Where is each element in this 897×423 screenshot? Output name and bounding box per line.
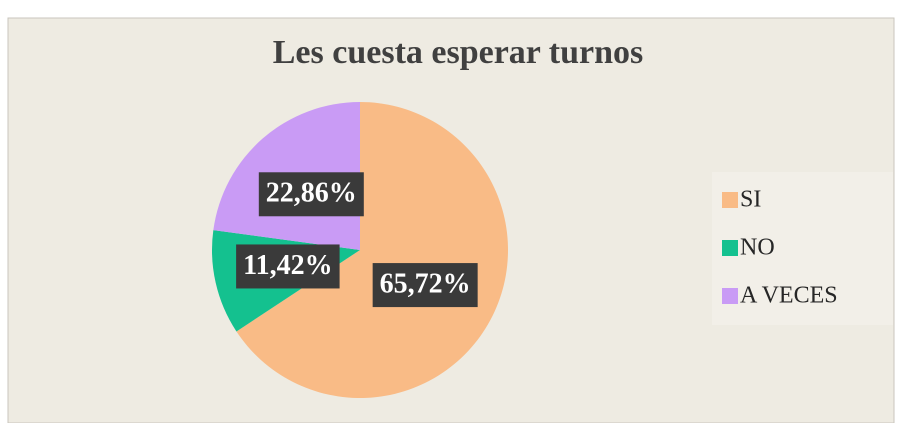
legend-swatch [722,240,738,256]
legend-box [712,172,893,325]
legend-swatch [722,192,738,208]
chart-title: Les cuesta esperar turnos [273,34,644,71]
data-label-box [372,263,478,308]
data-label-box [258,172,364,217]
legend-label: SI [740,187,761,213]
data-label: 11,42% [243,250,332,281]
data-label: 22,86% [266,178,357,209]
pie-slice [236,102,508,398]
data-label-box [236,244,340,289]
data-label: 65,72% [380,268,471,299]
legend-label: A VECES [740,283,838,309]
legend-label: NO [740,235,775,261]
legend-swatch [722,288,738,304]
